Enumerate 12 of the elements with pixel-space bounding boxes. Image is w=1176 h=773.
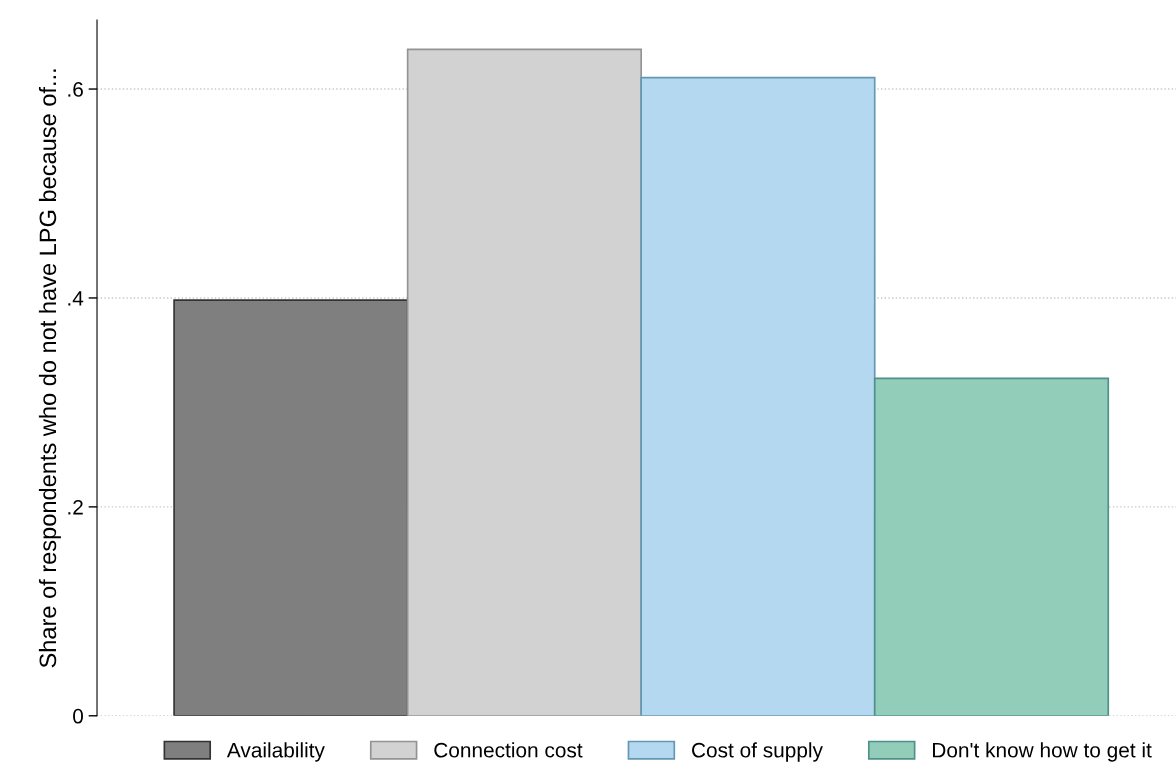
y-tick-label: .6 xyxy=(68,82,83,97)
y-tick-label: .4 xyxy=(68,291,84,306)
legend-label: Cost of supply xyxy=(692,742,823,762)
y-axis-title: Share of respondents who do not have LPG because of... xyxy=(38,69,61,668)
legend-label: Availability xyxy=(226,742,325,762)
y-tick-label: .2 xyxy=(68,499,83,515)
legend-label: Connection cost xyxy=(434,742,583,758)
y-tick-label: 0 xyxy=(73,708,84,724)
legend-label: Don't know how to get it xyxy=(933,742,1152,762)
bar xyxy=(640,76,876,716)
bar xyxy=(873,377,1110,716)
bar xyxy=(173,299,409,716)
